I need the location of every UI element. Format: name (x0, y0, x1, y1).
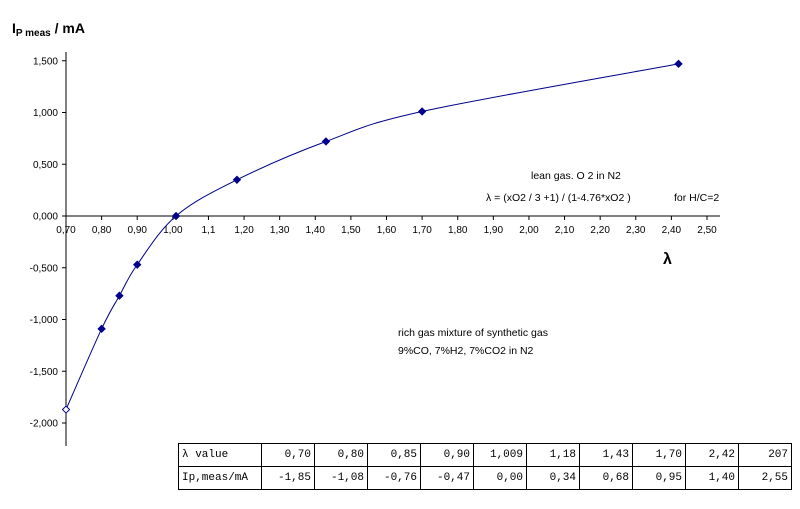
x-tick-label: 2,50 (697, 225, 717, 236)
y-tick-label: 1,000 (33, 108, 58, 119)
table-cell: 0,95 (632, 466, 686, 490)
table-row: Ip,meas/mA -1,85 -1,08 -0,76 -0,47 0,00 0,34 0,… (178, 466, 792, 490)
y-tick-label: 0,500 (33, 160, 58, 171)
chart: IP meas / mA 1,500 1,000 0,500 0,000 -0,500 -… (12, 20, 720, 446)
table-cell: 207 (738, 443, 792, 467)
y-axis-label-unit: / mA (51, 20, 85, 36)
annotation-lean-line2: λ = (xO2 / 3 +1) / (1-4.76*xO2 ) (486, 192, 631, 204)
table-cell: 1,18 (526, 443, 580, 467)
data-table: λ value 0,70 0,80 0,85 0,90 1,009 1,18 1,43 1,70… (178, 443, 792, 490)
x-tick-label: 1,1 (201, 225, 215, 236)
x-ticks: 0,70 0,80 0,90 1,00 1,1 1,20 1,30 1,40 1,50 1,60 1… (56, 216, 717, 236)
table-cell: -0,47 (420, 466, 474, 490)
series-markers (61, 59, 683, 414)
x-tick-label: 2,20 (590, 225, 610, 236)
table-cell: 1,40 (685, 466, 739, 490)
data-point (232, 175, 242, 184)
x-tick-label: 1,50 (341, 225, 361, 236)
y-tick-label: 1,500 (33, 56, 58, 67)
table-cell: 0,68 (579, 466, 633, 490)
x-tick-label: 1,30 (270, 225, 290, 236)
y-tick-label: -1,500 (30, 367, 59, 378)
x-tick-label: 1,80 (448, 225, 468, 236)
x-tick-label: 1,60 (377, 225, 397, 236)
table-cell: 0,80 (314, 443, 368, 467)
annotation-lean-line1: lean gas. O 2 in N2 (531, 170, 621, 182)
x-tick-label: 1,00 (163, 225, 183, 236)
data-point (115, 291, 124, 300)
x-tick-label: 0,80 (92, 225, 112, 236)
y-ticks: 1,500 1,000 0,500 0,000 -0,500 -1,000 -1,500 -2… (30, 56, 66, 430)
table-cell: 1,43 (579, 443, 633, 467)
table-cell: 0,85 (367, 443, 421, 467)
table-cell: -0,76 (367, 466, 421, 490)
data-point (61, 405, 71, 414)
data-point (97, 324, 106, 334)
y-tick-label: -1,000 (30, 315, 59, 326)
table-cell: 0,00 (473, 466, 527, 490)
data-point (171, 211, 181, 221)
table-cell: 1,70 (632, 443, 686, 467)
annotation-rich-line2: 9%CO, 7%H2, 7%CO2 in N2 (398, 345, 534, 357)
data-point (674, 59, 683, 69)
x-tick-label: 2,40 (662, 225, 682, 236)
y-tick-label: 0,000 (33, 212, 58, 223)
series-line (65, 63, 679, 410)
table-cell: 2,42 (685, 443, 739, 467)
table-cell: 1,009 (473, 443, 527, 467)
table-cell: 0,70 (261, 443, 315, 467)
y-axis-label: IP meas / mA (12, 20, 85, 39)
table-cell: 0,90 (420, 443, 474, 467)
x-tick-label: 2,10 (555, 225, 575, 236)
table-row: λ value 0,70 0,80 0,85 0,90 1,009 1,18 1,43 1,70… (178, 443, 792, 467)
y-tick-label: -0,500 (30, 263, 59, 274)
table-cell: -1,08 (314, 466, 368, 490)
y-axis-label-subscript: P meas (16, 28, 51, 39)
table-cell: -1,85 (261, 466, 315, 490)
x-tick-label: 0,70 (56, 225, 76, 236)
table-row-header: λ value (178, 443, 262, 467)
x-tick-label: 1,90 (484, 225, 504, 236)
annotation-lean-line3: for H/C=2 (674, 192, 719, 204)
table-body: λ value 0,70 0,80 0,85 0,90 1,009 1,18 1,43 1,70… (178, 443, 792, 490)
data-point (321, 137, 331, 146)
data-point (133, 260, 142, 269)
table-cell: 0,34 (526, 466, 580, 490)
table-cell: 2,55 (738, 466, 792, 490)
x-axis-label: λ (663, 251, 672, 268)
x-tick-label: 2,00 (519, 225, 539, 236)
y-tick-label: -2,000 (30, 419, 59, 430)
data-point (417, 107, 427, 116)
x-tick-label: 1,20 (234, 225, 254, 236)
x-tick-label: 1,40 (306, 225, 326, 236)
annotation-rich-line1: rich gas mixture of synthetic gas (398, 327, 548, 339)
x-tick-label: 1,70 (412, 225, 432, 236)
x-tick-label: 2,30 (626, 225, 646, 236)
x-tick-label: 0,90 (127, 225, 147, 236)
table-row-header: Ip,meas/mA (178, 466, 262, 490)
